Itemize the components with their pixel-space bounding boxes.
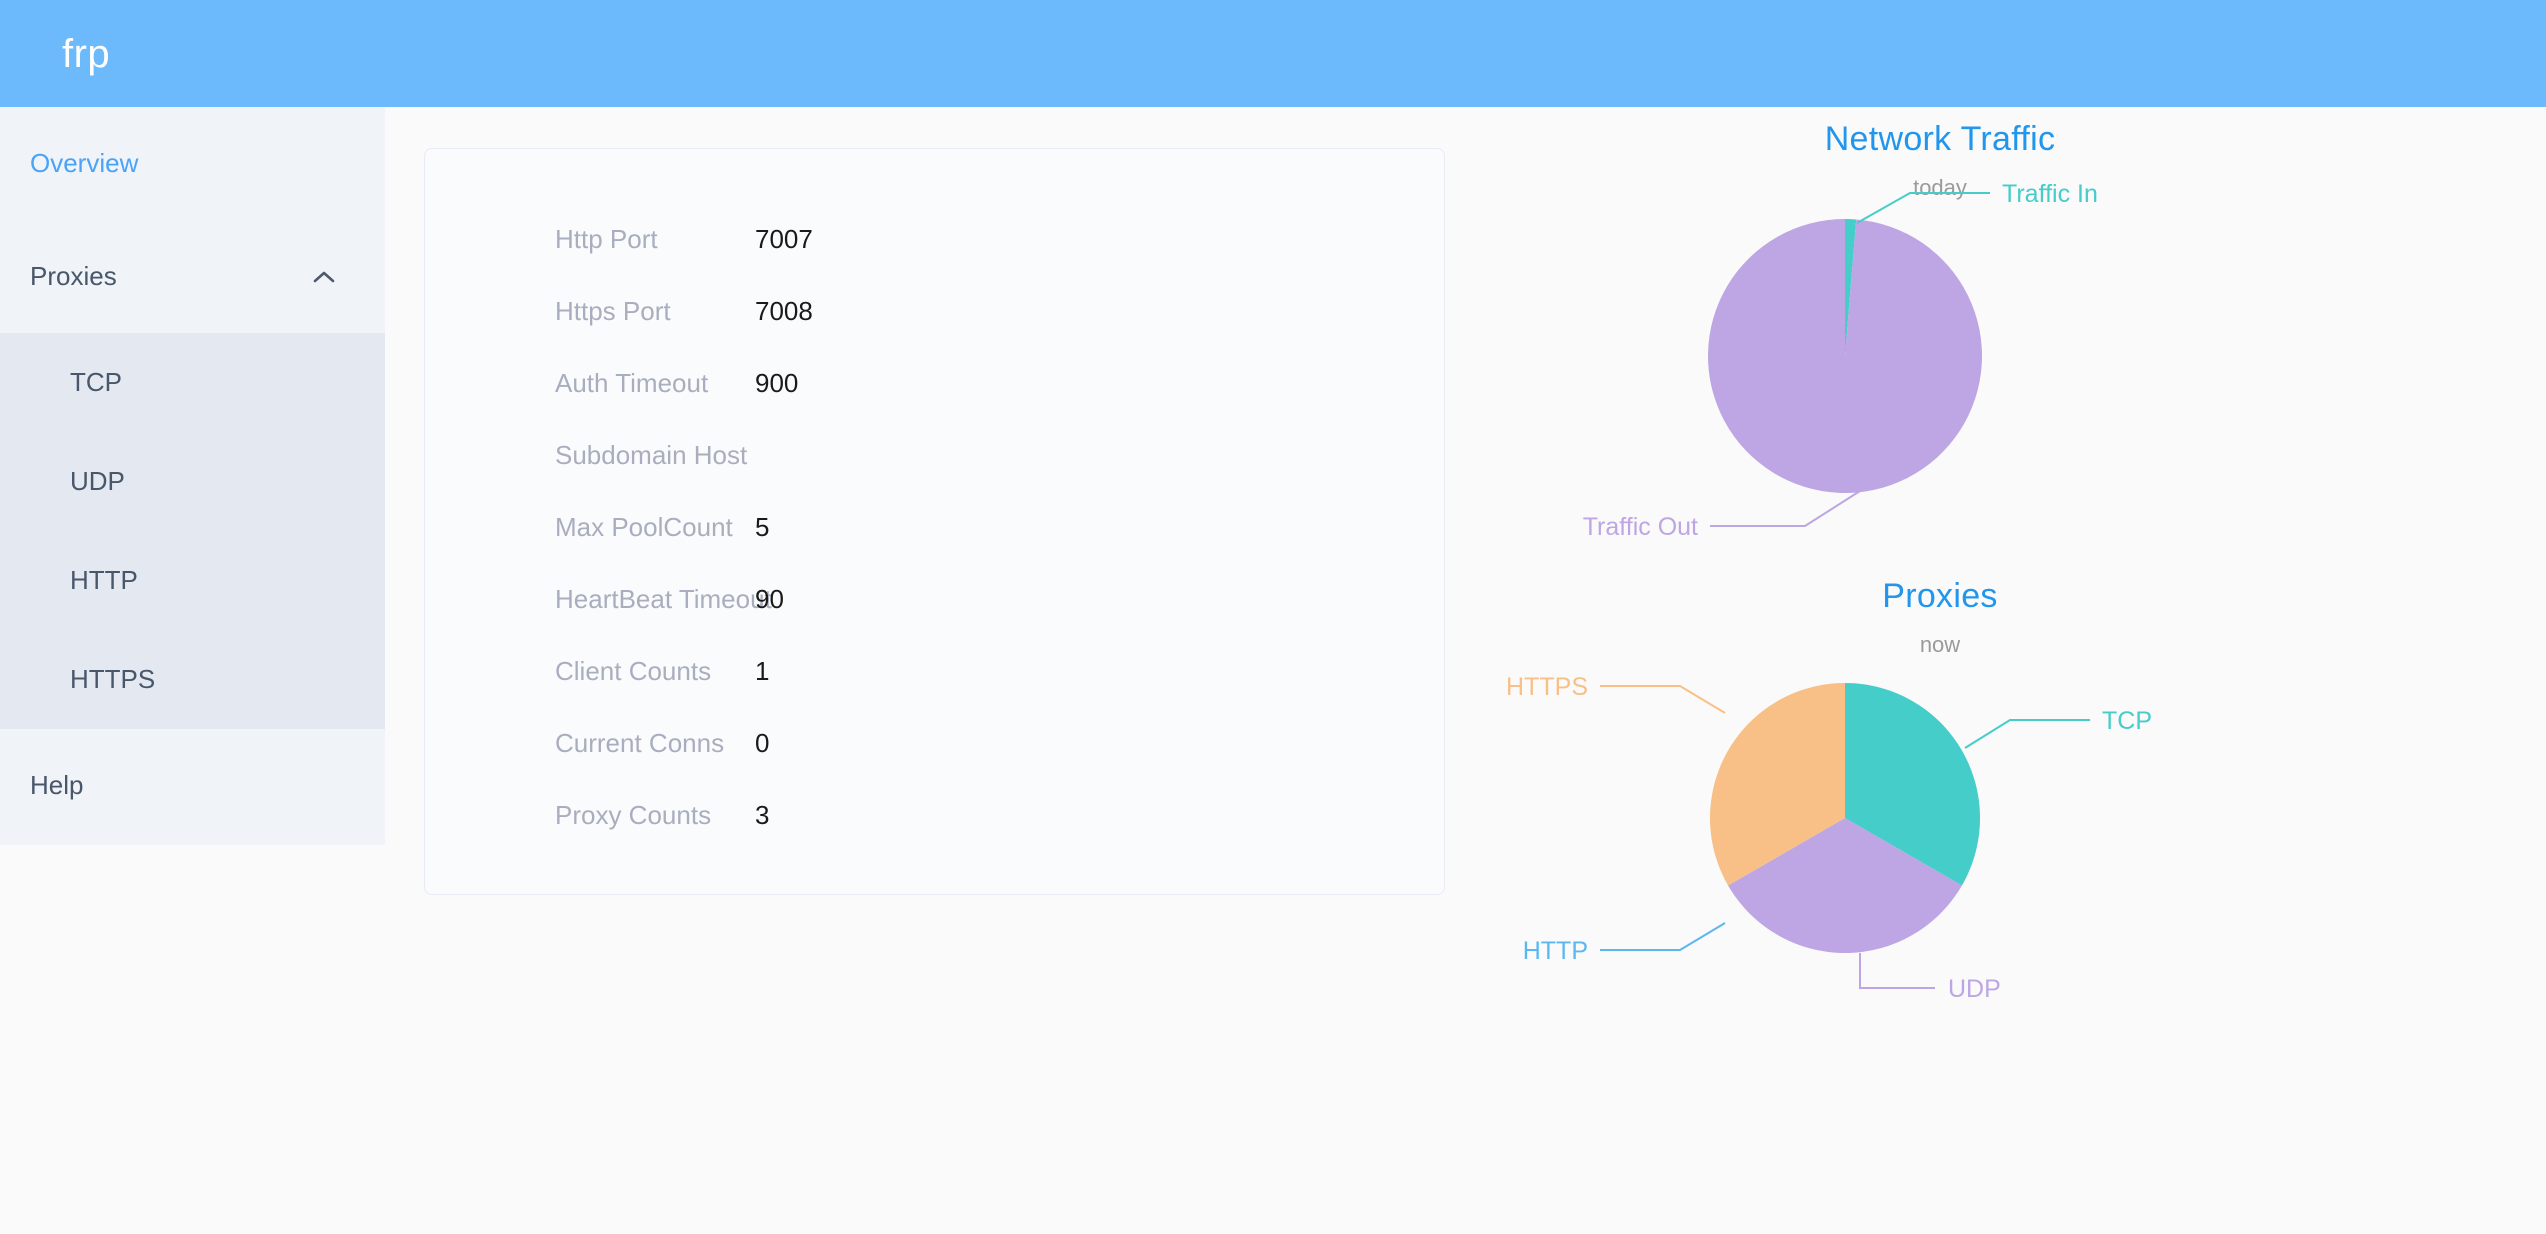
sidebar-submenu-proxies: TCP UDP HTTP HTTPS xyxy=(0,333,385,729)
info-value: 7008 xyxy=(755,295,813,326)
sidebar-item-label-tcp: TCP xyxy=(70,367,122,397)
chart-title-proxies: Proxies xyxy=(1882,577,1998,615)
pie-label-udp: UDP xyxy=(1948,975,2001,1003)
sidebar-item-https[interactable]: HTTPS xyxy=(0,630,385,729)
sidebar-item-http[interactable]: HTTP xyxy=(0,531,385,630)
pie-label-http: HTTP xyxy=(1523,937,1588,965)
pie-leader-line-https xyxy=(1600,685,1726,714)
pie-label-traffic-out: Traffic Out xyxy=(1583,513,1698,541)
pie-leader-line-tcp xyxy=(1964,719,2090,749)
sidebar-item-help[interactable]: Help xyxy=(0,729,385,842)
info-row-https-port: Https Port 7008 xyxy=(425,275,1444,347)
app-header: frp xyxy=(0,0,2546,107)
pie-proxies[interactable]: TCP UDP HTTP HTTPS xyxy=(1506,658,2320,1003)
pie-leader-line-traffic-out xyxy=(1710,490,1861,527)
info-label: Current Conns xyxy=(555,727,725,758)
sidebar-item-tcp[interactable]: TCP xyxy=(0,333,385,432)
info-label: Subdomain Host xyxy=(555,439,748,470)
pie-slice-tcp[interactable] xyxy=(1845,683,1980,886)
info-row-subdomain-host: Subdomain Host xyxy=(425,419,1444,491)
info-label: Max PoolCount xyxy=(555,511,733,542)
pie-slice-https[interactable] xyxy=(1710,683,1845,886)
sidebar-item-udp[interactable]: UDP xyxy=(0,432,385,531)
app-logo-title: frp xyxy=(62,31,111,76)
charts-column: Network Traffic today Traffic In Traffic … xyxy=(1506,120,2320,1230)
sidebar-item-overview[interactable]: Overview xyxy=(0,107,385,220)
pie-slice-traffic-in[interactable] xyxy=(1845,219,1857,356)
info-label: Https Port xyxy=(555,295,671,326)
chart-subtitle-network-traffic: today xyxy=(1913,175,1967,200)
info-value: 0 xyxy=(755,727,770,758)
info-label: Client Counts xyxy=(555,655,712,686)
chevron-up-icon[interactable] xyxy=(311,264,337,290)
sidebar-nav: Overview Proxies TCP UDP HTTP HTTPS Help xyxy=(0,107,385,845)
pie-leader-line-traffic-in xyxy=(1856,192,1990,224)
pie-label-https: HTTPS xyxy=(1506,673,1588,701)
info-value: 7007 xyxy=(755,223,813,254)
server-info-card: Http Port 7007 Https Port 7008 Auth Time… xyxy=(424,148,1445,895)
sidebar-item-label-overview: Overview xyxy=(30,148,139,178)
info-row-proxy-counts: Proxy Counts 3 xyxy=(425,779,1444,851)
chart-title-network-traffic: Network Traffic xyxy=(1824,120,2056,158)
pie-network-traffic[interactable]: Traffic In Traffic Out xyxy=(1560,180,2320,541)
info-row-current-conns: Current Conns 0 xyxy=(425,707,1444,779)
pie-leader-line-udp xyxy=(1859,953,1935,989)
chart-network-traffic: Network Traffic today Traffic In Traffic … xyxy=(1560,120,2320,541)
info-row-max-poolcount: Max PoolCount 5 xyxy=(425,491,1444,563)
info-value: 90 xyxy=(755,583,784,614)
sidebar-item-label-udp: UDP xyxy=(70,466,125,496)
info-row-http-port: Http Port 7007 xyxy=(425,203,1444,275)
info-label: Http Port xyxy=(555,223,658,254)
sidebar-item-label-http: HTTP xyxy=(70,565,138,595)
chart-subtitle-proxies: now xyxy=(1919,632,1961,657)
sidebar-item-proxies[interactable]: Proxies xyxy=(0,220,385,333)
info-value: 1 xyxy=(755,655,770,686)
info-row-auth-timeout: Auth Timeout 900 xyxy=(425,347,1444,419)
info-label: Proxy Counts xyxy=(555,799,712,830)
info-value: 900 xyxy=(755,367,799,398)
pie-slice-traffic-out[interactable] xyxy=(1708,219,1982,493)
pie-leader-line-http xyxy=(1600,922,1726,951)
info-row-client-counts: Client Counts 1 xyxy=(425,635,1444,707)
info-value: 3 xyxy=(755,799,770,830)
info-label: HeartBeat Timeout xyxy=(555,583,772,614)
pie-slice-udp[interactable] xyxy=(1728,818,1962,953)
chart-proxies: Proxies now TCP UDP HTTP HTTPS xyxy=(1506,577,2320,1003)
server-info-list: Http Port 7007 Https Port 7008 Auth Time… xyxy=(425,203,1444,851)
info-row-heartbeat-timeout: HeartBeat Timeout 90 xyxy=(425,563,1444,635)
sidebar-item-label-help: Help xyxy=(30,770,84,800)
pie-label-traffic-in: Traffic In xyxy=(2002,180,2098,208)
sidebar-item-label-https: HTTPS xyxy=(70,664,156,694)
info-value: 5 xyxy=(755,511,770,542)
info-label: Auth Timeout xyxy=(555,367,709,398)
sidebar-item-label-proxies: Proxies xyxy=(30,261,117,291)
pie-label-tcp: TCP xyxy=(2102,707,2152,735)
